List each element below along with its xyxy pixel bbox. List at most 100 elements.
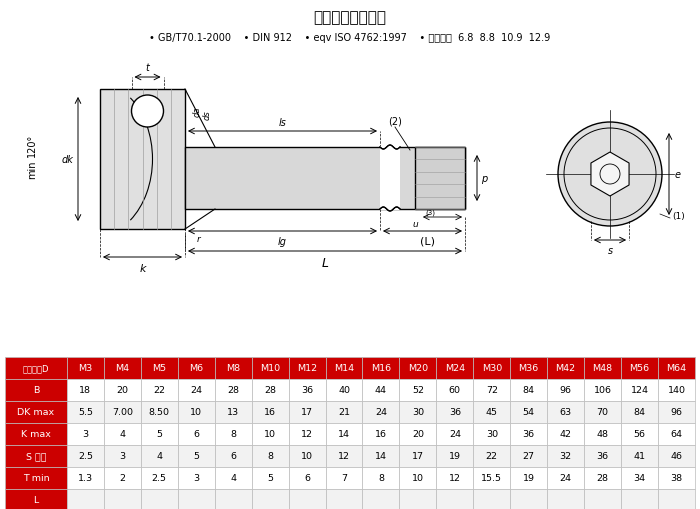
Text: ds: ds (202, 110, 211, 120)
Text: 20: 20 (412, 430, 424, 439)
Text: 10: 10 (301, 451, 313, 461)
Text: 7.00: 7.00 (112, 408, 133, 417)
Text: 8.50: 8.50 (149, 408, 170, 417)
Text: 12: 12 (449, 473, 461, 483)
Text: M42: M42 (556, 364, 575, 373)
Text: 56: 56 (634, 430, 645, 439)
Bar (5, 357, 67, 379)
Bar (363, 467, 400, 489)
Bar (178, 423, 215, 445)
Bar (251, 445, 288, 467)
Bar (400, 445, 436, 467)
Text: M8: M8 (226, 364, 240, 373)
Bar (215, 401, 251, 423)
Bar (621, 423, 658, 445)
Bar (547, 379, 584, 401)
Text: M14: M14 (334, 364, 354, 373)
Bar (621, 401, 658, 423)
Text: 20: 20 (116, 386, 128, 394)
Text: 40: 40 (338, 386, 350, 394)
Text: M30: M30 (482, 364, 502, 373)
Text: 3: 3 (119, 451, 125, 461)
Text: 4: 4 (230, 473, 236, 483)
Text: p: p (481, 174, 487, 184)
Bar (400, 401, 436, 423)
Text: 96: 96 (560, 386, 572, 394)
Bar (326, 423, 363, 445)
Text: 120°: 120° (27, 133, 37, 156)
Bar (473, 489, 510, 509)
Bar (436, 379, 473, 401)
Text: 22: 22 (486, 451, 498, 461)
Text: 螺纹规格D: 螺纹规格D (22, 364, 49, 373)
Text: L: L (34, 496, 38, 504)
Bar (363, 401, 400, 423)
Text: (2): (2) (388, 116, 402, 126)
Bar (288, 423, 326, 445)
Bar (547, 423, 584, 445)
Text: 124: 124 (631, 386, 649, 394)
Text: 24: 24 (375, 408, 387, 417)
Text: M16: M16 (371, 364, 391, 373)
Text: 34: 34 (634, 473, 645, 483)
Bar (288, 489, 326, 509)
Bar (473, 379, 510, 401)
Text: 140: 140 (668, 386, 685, 394)
Bar (104, 467, 141, 489)
Text: 36: 36 (301, 386, 313, 394)
Text: r: r (197, 235, 201, 244)
Bar (363, 379, 400, 401)
Text: M56: M56 (629, 364, 650, 373)
Text: 5.5: 5.5 (78, 408, 93, 417)
Bar (584, 379, 621, 401)
Bar (380, 147, 400, 211)
Bar (104, 401, 141, 423)
Bar (547, 489, 584, 509)
Bar (363, 357, 400, 379)
Text: 15.5: 15.5 (482, 473, 503, 483)
Text: 24: 24 (190, 386, 202, 394)
Bar (67, 401, 104, 423)
Text: M3: M3 (78, 364, 92, 373)
Text: M20: M20 (408, 364, 428, 373)
Text: 21: 21 (338, 408, 350, 417)
Bar (178, 467, 215, 489)
Text: 41: 41 (634, 451, 645, 461)
Bar (67, 357, 104, 379)
Text: 内六角圆柱头螺钉: 内六角圆柱头螺钉 (314, 11, 386, 25)
Text: t: t (146, 63, 149, 73)
Bar (67, 489, 104, 509)
Text: 10: 10 (412, 473, 424, 483)
Text: 27: 27 (523, 451, 535, 461)
Text: S 公称: S 公称 (26, 451, 46, 461)
Text: 48: 48 (596, 430, 608, 439)
Bar (510, 401, 547, 423)
Bar (658, 445, 695, 467)
Text: M5: M5 (152, 364, 167, 373)
Text: M48: M48 (593, 364, 612, 373)
Text: 64: 64 (671, 430, 682, 439)
Text: M12: M12 (297, 364, 317, 373)
Text: M6: M6 (189, 364, 203, 373)
Text: M10: M10 (260, 364, 280, 373)
Text: k: k (139, 264, 146, 273)
Bar (510, 467, 547, 489)
Bar (215, 379, 251, 401)
Text: 12: 12 (301, 430, 313, 439)
Text: 28: 28 (264, 386, 276, 394)
Bar (141, 445, 178, 467)
Bar (584, 467, 621, 489)
Bar (67, 379, 104, 401)
Bar (5, 401, 67, 423)
Text: 2.5: 2.5 (152, 473, 167, 483)
Bar (215, 489, 251, 509)
Text: 6: 6 (230, 451, 236, 461)
Text: 63: 63 (559, 408, 572, 417)
Text: 6: 6 (304, 473, 310, 483)
Text: (1): (1) (672, 212, 685, 221)
Bar (215, 467, 251, 489)
Bar (363, 445, 400, 467)
Bar (104, 445, 141, 467)
Bar (436, 445, 473, 467)
Text: 3: 3 (193, 473, 199, 483)
